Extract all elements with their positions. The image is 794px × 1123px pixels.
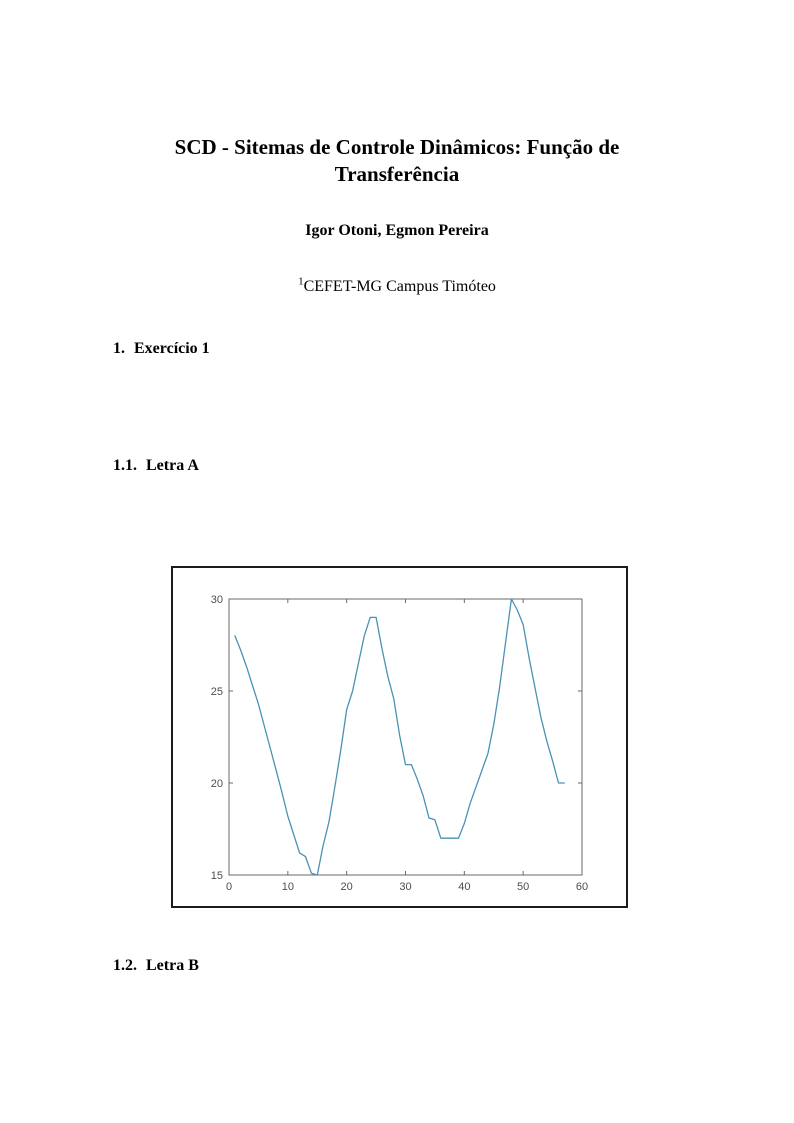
subsection-heading-letra-b: 1.2. Letra B <box>113 957 199 975</box>
section-heading-exercicio-1: 1. Exercício 1 <box>113 340 210 358</box>
subsection-heading-letra-a: 1.1. Letra A <box>113 457 199 475</box>
section-label: Exercício 1 <box>134 340 210 357</box>
section-number: 1.1. <box>113 457 137 474</box>
svg-text:30: 30 <box>211 594 223 606</box>
paper-title-line1: SCD - Sitemas de Controle Dinâmicos: Fun… <box>174 135 620 159</box>
svg-text:40: 40 <box>458 881 470 893</box>
svg-text:60: 60 <box>576 881 588 893</box>
paper-title-line2: Transferência <box>334 162 460 186</box>
svg-text:15: 15 <box>211 870 223 882</box>
affiliation-text: CEFET-MG Campus Timóteo <box>303 278 496 295</box>
paper-affiliation: 1CEFET-MG Campus Timóteo <box>0 275 794 296</box>
section-number: 1.2. <box>113 957 137 974</box>
svg-text:30: 30 <box>399 881 411 893</box>
svg-text:0: 0 <box>226 881 232 893</box>
svg-text:25: 25 <box>211 686 223 698</box>
section-label: Letra A <box>146 457 199 474</box>
svg-text:10: 10 <box>282 881 294 893</box>
svg-text:20: 20 <box>341 881 353 893</box>
section-label: Letra B <box>146 957 199 974</box>
svg-text:50: 50 <box>517 881 529 893</box>
paper-authors: Igor Otoni, Egmon Pereira <box>305 222 489 239</box>
svg-text:20: 20 <box>211 778 223 790</box>
line-chart: 0 10 20 30 40 50 60 15 20 25 30 <box>211 594 588 893</box>
figure-letra-a: 0 10 20 30 40 50 60 15 20 25 30 <box>171 566 628 908</box>
section-number: 1. <box>113 340 125 357</box>
affiliation-superscript: 1 <box>298 275 304 288</box>
